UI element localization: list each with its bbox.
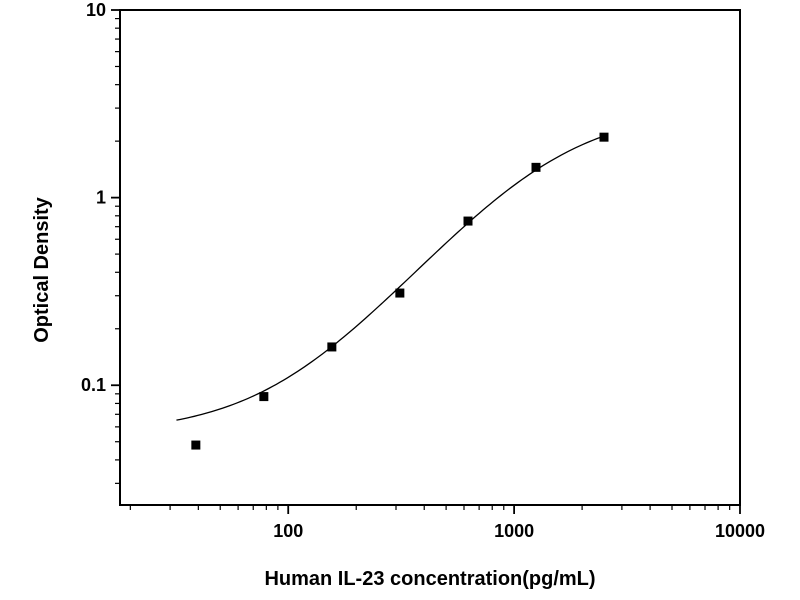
fit-curve (176, 135, 605, 421)
x-tick-label: 10000 (715, 521, 765, 541)
x-axis-label: Human IL-23 concentration(pg/mL) (264, 568, 595, 590)
data-point-marker (599, 132, 609, 142)
y-tick-label: 1 (96, 188, 106, 208)
data-points (191, 132, 609, 450)
y-axis-label: Optical Density (31, 196, 53, 342)
fit-curve-path (176, 135, 605, 421)
axis-ticks (111, 9, 741, 514)
data-point-marker (531, 162, 541, 172)
plot-frame (119, 9, 741, 506)
data-point-marker (327, 342, 337, 352)
x-tick-label: 100 (273, 521, 303, 541)
data-point-marker (259, 392, 269, 402)
data-point-marker (395, 288, 405, 298)
y-tick-label: 10 (86, 0, 106, 20)
y-tick-label: 0.1 (81, 375, 106, 395)
x-tick-label: 1000 (494, 521, 534, 541)
data-point-marker (191, 440, 201, 450)
data-point-marker (463, 216, 473, 226)
axis-tick-labels: 100 1000 10000 0.1 1 10 (81, 0, 765, 541)
